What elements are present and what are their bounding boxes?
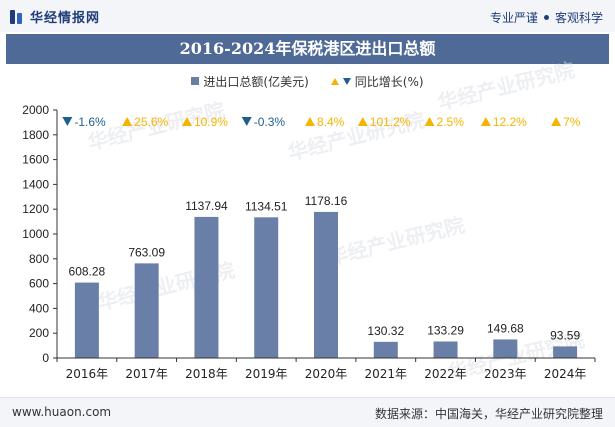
bar-value-label: 93.59 bbox=[550, 328, 580, 342]
growth-label: 25.6% bbox=[134, 115, 168, 129]
bar-chart: 华经产业研究院华经产业研究院华经产业研究院华经产业研究院华经产业研究院华经产业研… bbox=[22, 58, 596, 385]
x-tick-label: 2020年 bbox=[305, 367, 348, 381]
tagline-right: 客观科学 bbox=[554, 11, 603, 25]
x-tick-label: 2022年 bbox=[424, 367, 467, 381]
growth-labels-layer: -1.6% 25.6% 10.9% -0.3% 8.4% 101.2% 2.5% 12.2% 7… bbox=[62, 115, 581, 129]
x-tick-label: 2017年 bbox=[125, 367, 168, 381]
x-tick-label: 2023年 bbox=[484, 367, 527, 381]
top-bar: 华经情报网 专业严谨 客观科学 bbox=[0, 0, 615, 32]
growth-up-marker bbox=[357, 117, 368, 126]
bar-value-label: 1137.94 bbox=[185, 199, 228, 213]
growth-up-marker bbox=[551, 117, 562, 126]
bar bbox=[134, 263, 159, 358]
chart-title-banner: 2016-2024年保税港区进出口总额 bbox=[6, 34, 609, 64]
y-tick-label: 1000 bbox=[22, 227, 49, 241]
bar bbox=[553, 346, 578, 358]
bar bbox=[493, 339, 518, 358]
footer-source: 数据来源：中国海关，华经产业研究院整理 bbox=[374, 407, 603, 421]
legend-label-total: 进出口总额(亿美元) bbox=[203, 74, 309, 89]
legend-item-total: 进出口总额(亿美元) bbox=[191, 72, 309, 90]
growth-label: 12.2% bbox=[493, 115, 527, 129]
tagline-left: 专业严谨 bbox=[489, 11, 538, 25]
footer: www.huaon.com 数据来源：中国海关，华经产业研究院整理 bbox=[0, 397, 615, 427]
bar-swatch-icon bbox=[191, 77, 200, 85]
watermark-text: 华经产业研究院 bbox=[325, 213, 467, 270]
bar bbox=[194, 216, 219, 358]
x-tick-label: 2018年 bbox=[185, 367, 228, 381]
y-tick-label: 1800 bbox=[22, 128, 49, 142]
y-tick-label: 1200 bbox=[22, 202, 49, 216]
bar-value-label: 1178.16 bbox=[305, 194, 348, 208]
growth-up-marker bbox=[122, 117, 133, 126]
y-tick-label: 200 bbox=[29, 326, 49, 340]
tagline: 专业严谨 客观科学 bbox=[490, 9, 603, 26]
bar-value-label: 133.29 bbox=[427, 323, 464, 337]
bar bbox=[254, 217, 279, 358]
growth-down-marker bbox=[241, 117, 252, 126]
growth-down-marker bbox=[62, 117, 73, 126]
x-tick-label: 2024年 bbox=[544, 367, 587, 381]
y-tick-label: 400 bbox=[29, 301, 49, 315]
bar bbox=[373, 341, 398, 358]
growth-label: 7% bbox=[563, 115, 581, 129]
y-tick-label: 1400 bbox=[22, 177, 49, 191]
y-tick-label: 1600 bbox=[22, 153, 49, 167]
bar bbox=[433, 341, 458, 358]
x-tick-label: 2021年 bbox=[365, 367, 408, 381]
growth-label: 2.5% bbox=[437, 115, 465, 129]
growth-label: 101.2% bbox=[370, 115, 411, 129]
bar-value-label: 763.09 bbox=[128, 245, 165, 259]
y-axis: 0 200 400 600 800 1000 1200 1400 1600 1800 2000 bbox=[22, 103, 58, 365]
brand-logo-icon bbox=[10, 9, 24, 25]
bar-value-label: 149.68 bbox=[487, 321, 524, 335]
brand[interactable]: 华经情报网 bbox=[10, 7, 100, 26]
bar-value-label: 1134.51 bbox=[245, 199, 288, 213]
watermark-text: 华经产业研究院 bbox=[435, 58, 577, 115]
chart-legend: 进出口总额(亿美元) 同比增长(%) bbox=[0, 72, 615, 90]
growth-label: -1.6% bbox=[74, 115, 106, 129]
y-tick-label: 2000 bbox=[22, 103, 49, 117]
legend-label-growth: 同比增长(%) bbox=[354, 74, 424, 89]
chart-title: 2016-2024年保税港区进出口总额 bbox=[179, 39, 436, 58]
triangle-up-icon bbox=[330, 77, 339, 85]
bars-layer: 608.28 763.09 1137.94 1134.51 1178.16 130.32 1… bbox=[69, 194, 580, 358]
y-tick-label: 600 bbox=[29, 277, 49, 291]
growth-label: -0.3% bbox=[254, 115, 286, 129]
brand-name: 华经情报网 bbox=[30, 11, 101, 26]
growth-up-marker bbox=[480, 117, 491, 126]
growth-up-marker bbox=[424, 117, 435, 126]
growth-label: 10.9% bbox=[194, 115, 228, 129]
y-tick-label: 0 bbox=[42, 351, 49, 365]
y-tick-label: 800 bbox=[29, 252, 49, 266]
bar bbox=[314, 211, 338, 358]
bar-value-label: 130.32 bbox=[367, 324, 404, 338]
bullet-dot-icon bbox=[543, 15, 549, 20]
legend-item-growth: 同比增长(%) bbox=[330, 72, 424, 90]
x-tick-label: 2019年 bbox=[245, 367, 288, 381]
bar-value-label: 608.28 bbox=[69, 265, 106, 279]
bar bbox=[74, 282, 99, 358]
growth-label: 8.4% bbox=[317, 115, 345, 129]
footer-url-link[interactable]: www.huaon.com bbox=[12, 405, 112, 419]
x-axis: 2016年 2017年 2018年 2019年 2020年 2021年 2022年 2023年… bbox=[56, 357, 596, 381]
growth-up-marker bbox=[181, 117, 192, 126]
x-tick-label: 2016年 bbox=[66, 367, 109, 381]
growth-up-marker bbox=[305, 117, 315, 126]
triangle-down-icon bbox=[342, 77, 351, 85]
